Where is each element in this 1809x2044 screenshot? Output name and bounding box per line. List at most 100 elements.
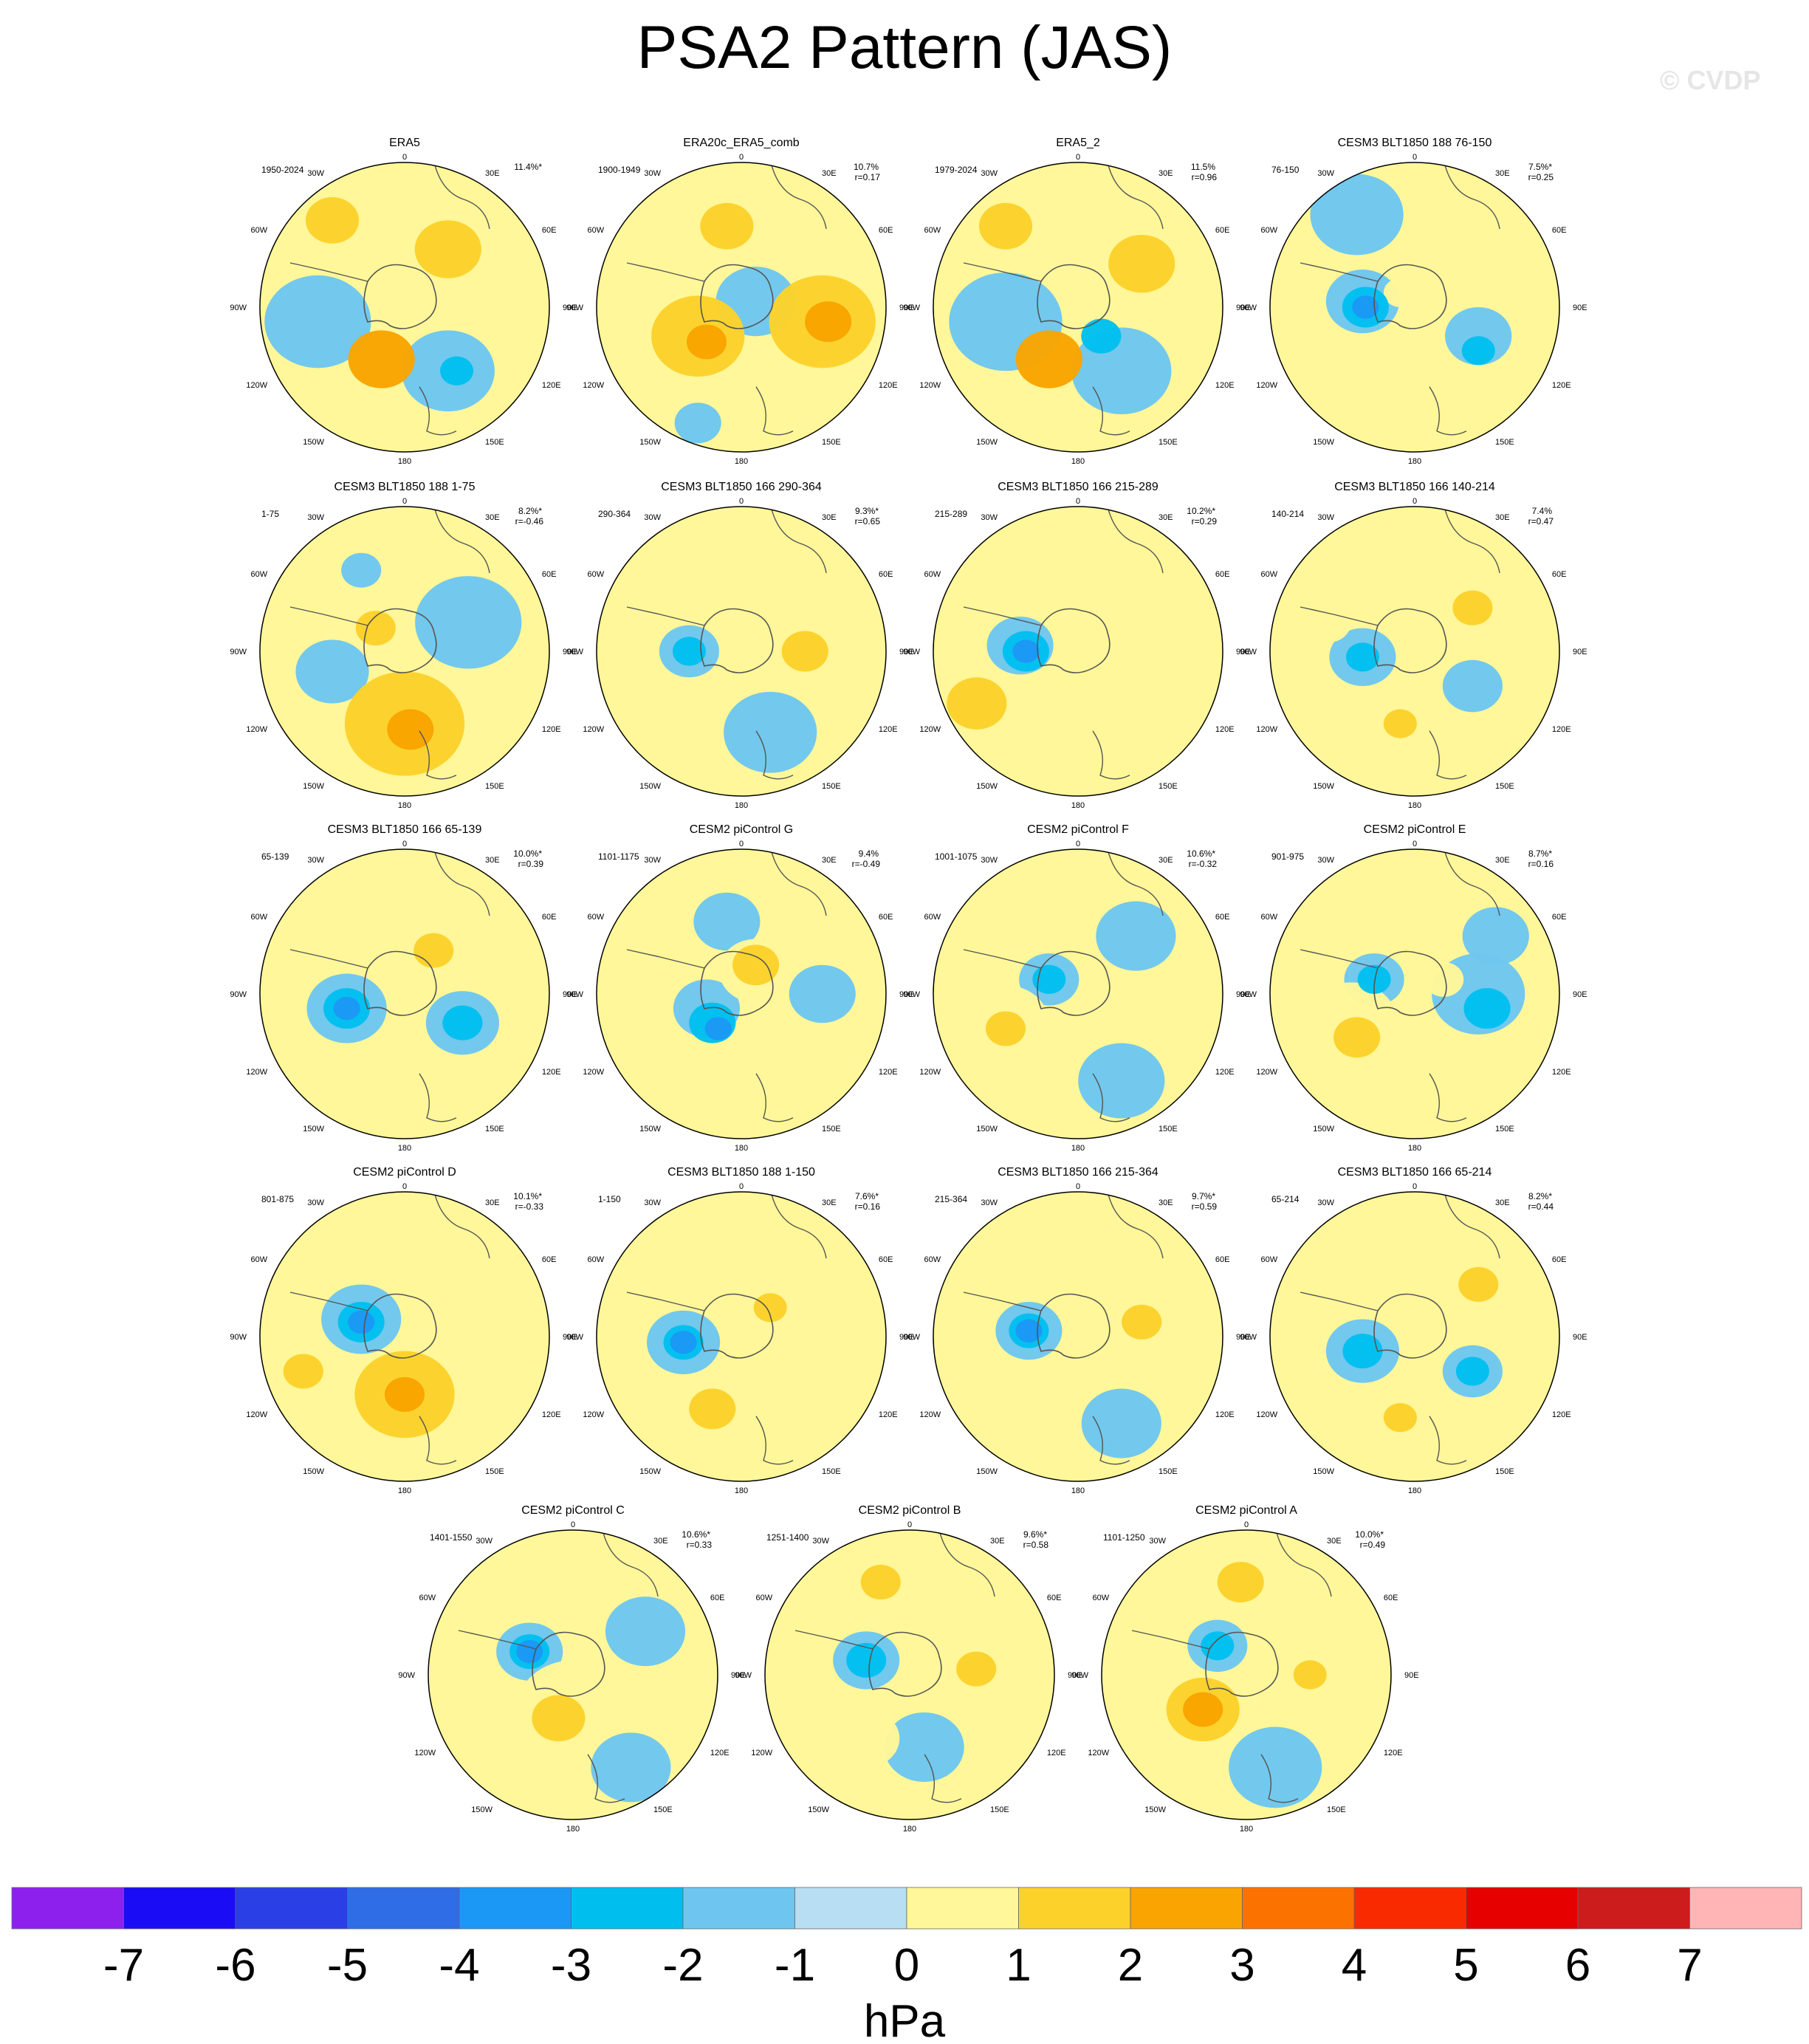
lon-label: 30W [307, 1198, 324, 1207]
coastline [770, 162, 827, 230]
lon-label: 120E [710, 1749, 730, 1757]
panel-correlation: r=-0.49 [852, 859, 881, 869]
colorbar-swatch [1466, 1887, 1579, 1930]
contour-blob [1461, 336, 1495, 366]
lon-label: 0 [1412, 497, 1417, 506]
lon-label: 150W [471, 1805, 492, 1814]
lon-label: 60E [879, 226, 893, 235]
map-border [1269, 506, 1560, 797]
lon-label: 60E [1552, 1255, 1567, 1264]
map-border [1101, 1529, 1392, 1820]
contour-blob [947, 677, 1007, 730]
contour-blob [1304, 602, 1351, 643]
coastline [1092, 386, 1130, 436]
coastline [289, 262, 368, 282]
panel-variance: 9.4% [859, 848, 879, 859]
colorbar-swatch [906, 1887, 1019, 1930]
contour-blob [698, 1037, 785, 1113]
lon-label: 90E [1068, 1671, 1082, 1680]
lon-label: 0 [402, 153, 407, 162]
lon-label: 150E [1158, 782, 1178, 791]
map-panel: CESM3 BLT1850 166 215-364 215-364 9.7%*r=0… [903, 1166, 1250, 1495]
lon-label: 30W [981, 513, 998, 522]
panel-title: CESM2 piControl A [1195, 1504, 1297, 1517]
lon-label: 120E [542, 1068, 561, 1077]
antarctica-outline [1373, 608, 1447, 673]
panel-title: CESM3 BLT1850 166 65-139 [328, 823, 482, 836]
coastline [433, 1192, 490, 1259]
contour-blob [605, 1597, 686, 1667]
lon-label: 180 [735, 1144, 748, 1153]
anomaly-field [260, 507, 549, 796]
lon-label: 60W [924, 570, 941, 579]
panel-variance: 9.7%* [1192, 1191, 1215, 1201]
lon-label: 150W [808, 1805, 829, 1814]
lon-label: 150W [303, 782, 324, 791]
lon-label: 30E [1158, 513, 1173, 522]
lon-label: 60E [879, 913, 893, 922]
contour-blob [1123, 985, 1178, 1032]
colorbar-swatch [123, 1887, 236, 1930]
colorbar-swatch [571, 1887, 684, 1930]
lon-label: 90W [566, 1333, 583, 1342]
coastline [770, 1192, 827, 1259]
lon-label: 60W [1093, 1594, 1110, 1602]
lon-label: 60W [1261, 226, 1278, 235]
panel-variance: 10.2%* [1187, 506, 1215, 516]
panel-variance: 10.0%* [513, 848, 542, 859]
panel-correlation: r=0.65 [855, 516, 881, 527]
panel-variance: 10.1%* [513, 1191, 542, 1201]
contour-blob [415, 576, 522, 669]
panel-variance: 10.6%* [682, 1529, 710, 1540]
contour-blob [1293, 1660, 1327, 1690]
lon-label: 150W [1313, 1125, 1334, 1134]
map-border [764, 1529, 1055, 1820]
antarctica-outline [1373, 950, 1447, 1016]
anomaly-field [933, 507, 1223, 796]
lon-label: 60E [1552, 570, 1567, 579]
colorbar-swatch [235, 1887, 348, 1930]
panel-period: 1101-1250 [1103, 1532, 1145, 1543]
colorbar-tick: -2 [662, 1940, 703, 1991]
lon-label: 120W [583, 1410, 604, 1419]
coastline [963, 262, 1042, 282]
lon-label: 0 [1244, 1520, 1249, 1529]
lon-label: 0 [739, 840, 744, 848]
lon-label: 150E [822, 1467, 841, 1476]
lon-label: 0 [1076, 840, 1080, 848]
lon-label: 150W [303, 438, 324, 447]
contour-blob [442, 1005, 483, 1040]
lon-label: 150W [639, 438, 661, 447]
lon-label: 30E [485, 169, 500, 178]
lon-label: 150E [1327, 1805, 1346, 1814]
lon-label: 180 [1071, 1144, 1085, 1153]
contour-blob [679, 541, 746, 600]
panel-period: 1001-1075 [935, 851, 978, 862]
panel-title: CESM3 BLT1850 188 1-150 [667, 1166, 815, 1179]
contour-blob [422, 1316, 456, 1345]
lon-label: 150W [1144, 1805, 1166, 1814]
contour-blob [1183, 1692, 1223, 1727]
antarctica-outline [1037, 264, 1111, 329]
lon-label: 0 [571, 1520, 575, 1529]
panel-period: 215-289 [935, 509, 967, 519]
panel-title: CESM2 piControl F [1027, 823, 1129, 836]
panel-period: 290-364 [598, 509, 631, 519]
contour-blob [1333, 1017, 1381, 1058]
lon-label: 30E [1495, 1198, 1510, 1207]
colorbar-swatch [1130, 1887, 1243, 1930]
lon-label: 0 [1076, 1182, 1080, 1191]
lon-label: 30E [485, 1198, 500, 1207]
coastline [1260, 1754, 1299, 1803]
lon-label: 30W [307, 513, 324, 522]
lon-label: 120E [1552, 725, 1571, 734]
contour-blob [1458, 1266, 1499, 1302]
lon-label: 120E [1215, 1410, 1235, 1419]
contour-blob [1352, 295, 1379, 319]
lon-label: 30W [1317, 169, 1334, 178]
contour-blob [264, 275, 371, 368]
lon-label: 60E [1552, 226, 1567, 235]
coastline [433, 849, 490, 916]
panel-variance: 10.6%* [1187, 848, 1215, 859]
lon-label: 30E [822, 513, 837, 522]
